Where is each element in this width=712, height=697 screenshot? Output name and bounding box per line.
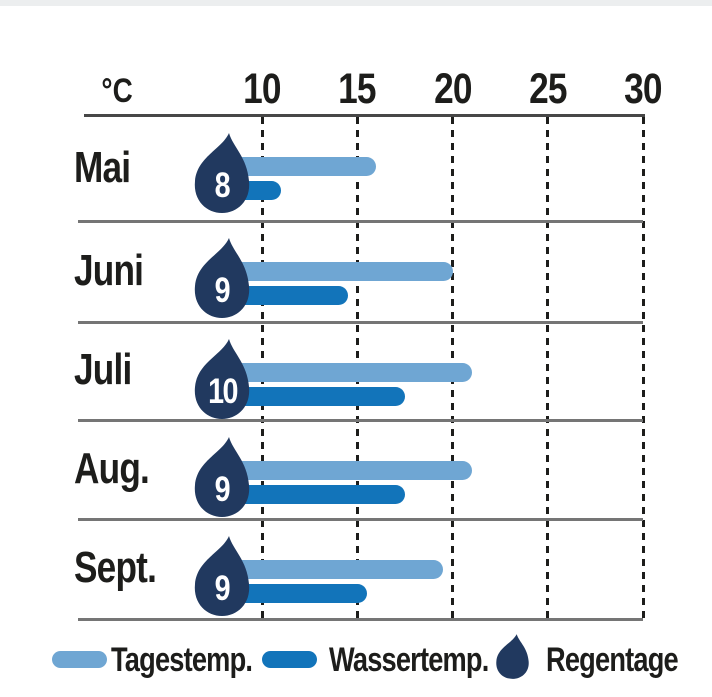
- axis-tick-label: 15: [338, 65, 377, 113]
- month-row: Juni 9: [0, 220, 712, 321]
- gridline: [641, 117, 645, 618]
- rain-drop-icon: 9: [191, 435, 253, 519]
- water-temp-bar: [224, 584, 367, 603]
- axis-tick-label: 30: [624, 65, 662, 113]
- water-temp-bar: [224, 387, 405, 406]
- day-temp-bar: [224, 461, 472, 480]
- rain-drop-icon: 10: [191, 337, 253, 421]
- day-temp-bar: [224, 560, 443, 579]
- rain-days-value: 9: [214, 271, 231, 310]
- water-temp-legend-label: Wassertemp.: [329, 640, 489, 679]
- row-separator: [78, 419, 643, 422]
- row-separator: [78, 518, 643, 521]
- day-temp-legend-label: Tagestemp.: [111, 640, 253, 679]
- rain-days-value: 9: [214, 569, 231, 608]
- rain-days-value: 10: [207, 372, 238, 411]
- top-edge-strip: [0, 0, 712, 6]
- rain-drop-icon: 9: [191, 534, 253, 618]
- water-temp-bar: [224, 485, 405, 504]
- row-separator: [78, 618, 643, 621]
- gridline: [546, 117, 550, 618]
- rain-drop-icon: 9: [191, 236, 253, 320]
- rain-drop-icon: 8: [191, 131, 253, 215]
- month-label: Aug.: [74, 443, 150, 493]
- month-label: Mai: [74, 142, 131, 192]
- axis-unit-label: °C: [101, 72, 133, 110]
- water-temp-swatch: [262, 651, 317, 668]
- month-label: Sept.: [74, 543, 157, 592]
- row-separator: [78, 321, 643, 324]
- month-row: Sept. 9: [0, 518, 712, 618]
- month-label: Juli: [74, 345, 132, 394]
- axis-tick-label: 10: [243, 65, 281, 113]
- month-row: Mai 8: [0, 115, 712, 220]
- day-temp-bar: [224, 262, 453, 281]
- rain-days-legend-label: Regentage: [546, 640, 679, 679]
- axis-tick-label: 20: [433, 65, 472, 113]
- row-separator: [78, 220, 643, 223]
- month-label: Juni: [74, 245, 144, 295]
- rain-drop-icon: [494, 633, 531, 680]
- day-temp-bar: [224, 363, 472, 382]
- day-temp-swatch: [52, 651, 107, 668]
- day-temp-bar: [224, 157, 377, 176]
- rain-days-value: 9: [214, 470, 231, 509]
- month-row: Juli 10: [0, 321, 712, 419]
- rain-days-value: 8: [214, 166, 231, 205]
- month-row: Aug. 9: [0, 419, 712, 518]
- axis-tick-label: 25: [528, 65, 567, 113]
- axis-line: [84, 114, 645, 117]
- water-temp-bar: [224, 286, 348, 305]
